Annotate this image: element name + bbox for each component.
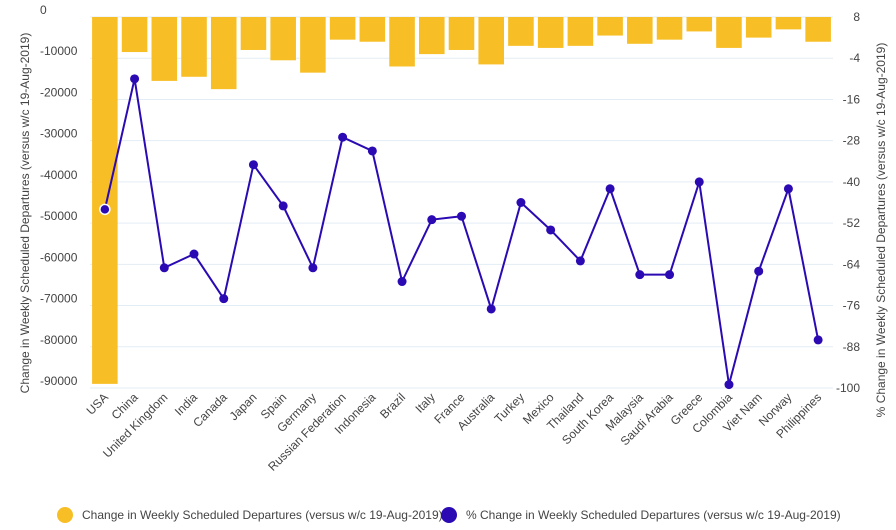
bar-series [92, 17, 831, 384]
bar [210, 17, 237, 90]
point [367, 146, 377, 156]
point [605, 184, 615, 194]
left-tick-label: -70000 [40, 292, 78, 306]
bar [478, 17, 504, 65]
legend-swatch-bars [57, 507, 73, 523]
point [278, 201, 288, 211]
bar [359, 17, 386, 42]
point [159, 263, 169, 273]
point [189, 249, 199, 259]
bar [389, 17, 415, 67]
left-tick-label: -30000 [40, 127, 78, 141]
point [427, 215, 437, 225]
left-tick-label: -80000 [40, 333, 78, 347]
bar [775, 17, 802, 30]
bar [537, 17, 564, 48]
point [813, 335, 823, 345]
category-label: USA [84, 390, 111, 417]
bar [121, 17, 148, 53]
point [665, 270, 675, 280]
bar [181, 17, 207, 77]
right-tick-label: -100 [836, 381, 860, 395]
left-tick-label: -10000 [40, 44, 78, 58]
category-label: Italy [412, 390, 437, 415]
combo-chart: 0 -10000 -20000 -30000 -40000 -50000 -60000 -70… [18, 3, 888, 474]
point [130, 74, 140, 84]
legend-label-bars: Change in Weekly Scheduled Departures (v… [82, 508, 443, 522]
point [546, 225, 556, 235]
left-tick-label: -50000 [40, 209, 78, 223]
bar [300, 17, 326, 73]
category-label: Brazil [377, 390, 408, 421]
bar [627, 17, 653, 44]
bar [240, 17, 267, 50]
point [575, 256, 585, 266]
point [783, 184, 793, 194]
bar [745, 17, 772, 38]
right-tick-label: 8 [853, 10, 860, 24]
right-tick-label: -40 [843, 175, 861, 189]
point [248, 160, 258, 170]
bar [656, 17, 683, 40]
bar [686, 17, 713, 32]
point [457, 211, 466, 221]
legend-item-bars: Change in Weekly Scheduled Departures (v… [57, 507, 443, 523]
right-tick-label: -88 [843, 340, 861, 354]
bar [270, 17, 296, 61]
left-tick-label: 0 [40, 3, 47, 17]
point [635, 270, 645, 280]
bar [419, 17, 445, 55]
point [338, 132, 348, 142]
bar [805, 17, 831, 42]
point [516, 198, 526, 207]
point [754, 266, 764, 276]
right-axis-title: % Change in Weekly Scheduled Departures … [874, 43, 888, 418]
right-axis-ticks: 8 -4 -16 -28 -40 -52 -64 -76 -88 -100 [836, 10, 860, 395]
point [724, 380, 734, 390]
right-tick-label: -64 [843, 257, 861, 271]
bar [448, 17, 475, 50]
left-tick-label: -40000 [40, 168, 78, 182]
category-label: Canada [190, 390, 230, 430]
series-line [103, 78, 820, 385]
left-tick-label: -20000 [40, 85, 78, 99]
bar [716, 17, 742, 48]
point [694, 177, 704, 187]
right-tick-label: -28 [843, 134, 861, 148]
bar [508, 17, 534, 46]
point [397, 277, 407, 287]
line-series [99, 74, 823, 390]
bar [567, 17, 594, 46]
right-tick-label: -4 [849, 51, 860, 65]
legend: Change in Weekly Scheduled Departures (v… [0, 500, 896, 530]
left-axis-title: Change in Weekly Scheduled Departures (v… [18, 33, 32, 394]
category-label: Japan [227, 390, 260, 423]
right-tick-label: -76 [843, 299, 861, 313]
right-tick-label: -16 [843, 92, 861, 106]
point [99, 203, 111, 216]
bar [329, 17, 356, 40]
left-axis-ticks: 0 -10000 -20000 -30000 -40000 -50000 -60000 -70… [40, 3, 78, 388]
left-tick-label: -60000 [40, 250, 78, 264]
left-tick-label: -90000 [40, 374, 78, 388]
bar [597, 17, 623, 36]
point [486, 304, 496, 314]
legend-swatch-line [441, 507, 457, 523]
right-tick-label: -52 [843, 216, 861, 230]
point [308, 263, 318, 273]
bar [92, 17, 118, 384]
legend-label-line: % Change in Weekly Scheduled Departures … [466, 508, 841, 522]
bar [151, 17, 178, 81]
category-label: Turkey [492, 390, 528, 426]
point [219, 294, 229, 304]
legend-item-line: % Change in Weekly Scheduled Departures … [441, 507, 841, 523]
